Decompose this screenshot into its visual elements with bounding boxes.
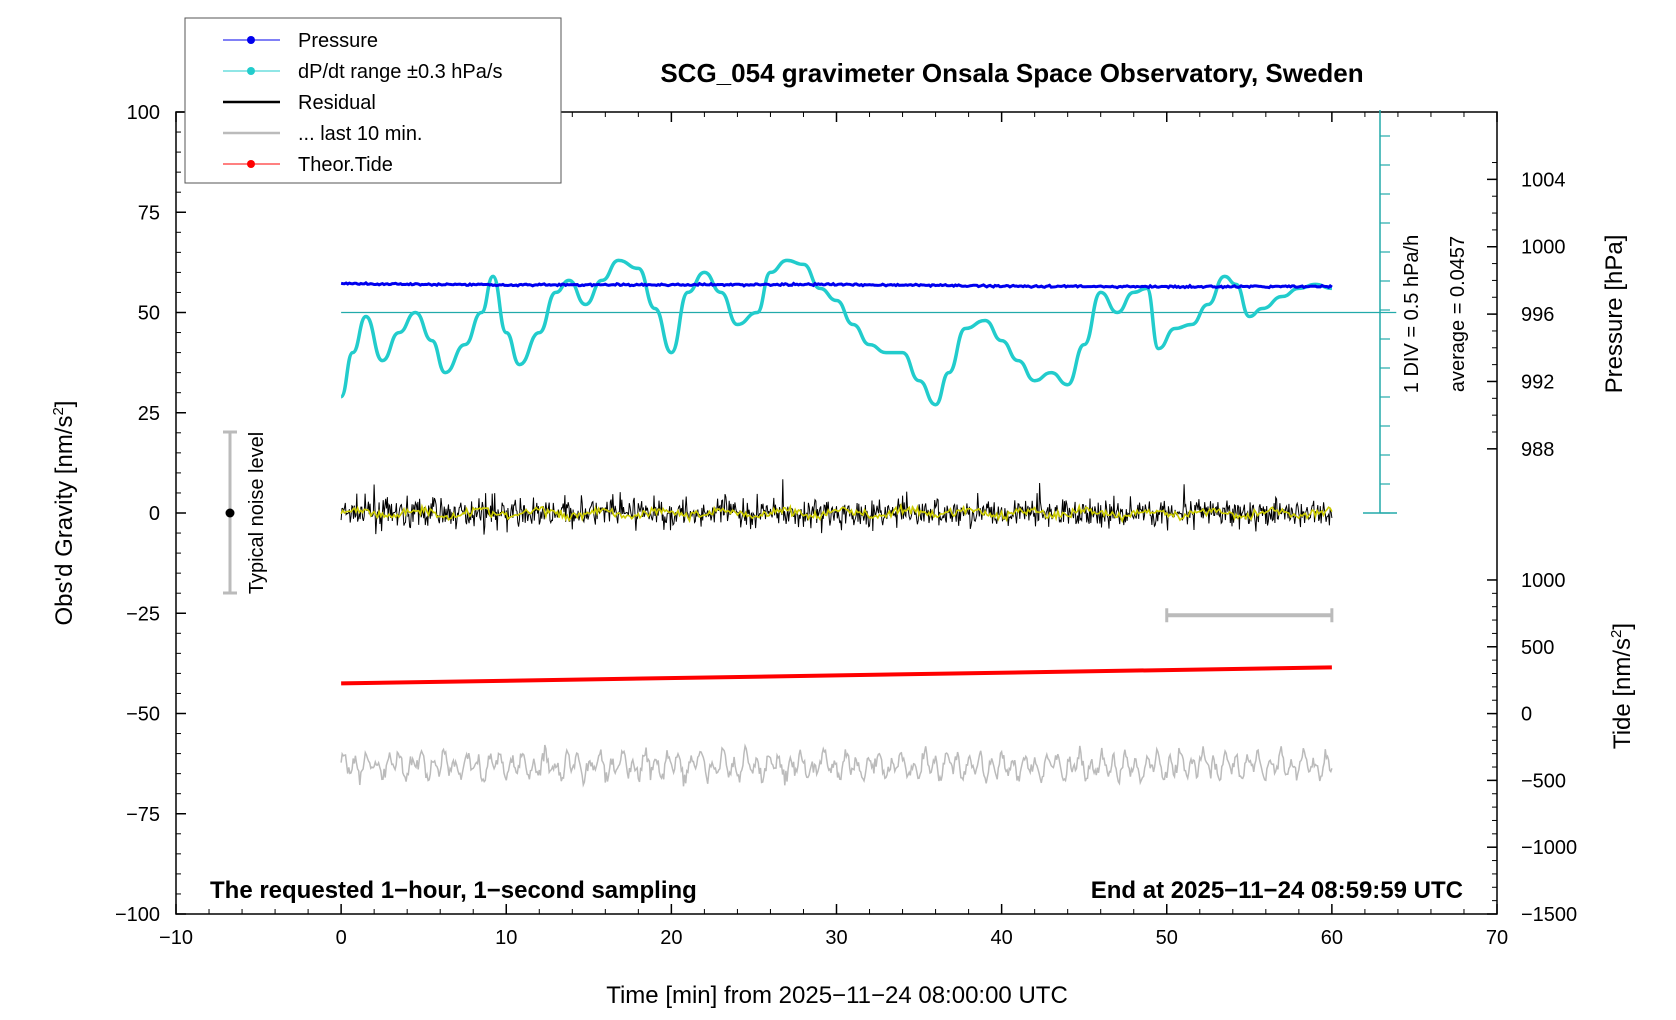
div-label: 1 DIV = 0.5 hPa/h bbox=[1401, 235, 1423, 393]
x-tick-label: 60 bbox=[1321, 927, 1343, 949]
x-tick-label: 0 bbox=[336, 927, 347, 949]
pressure-tick-label: 992 bbox=[1521, 371, 1554, 393]
pressure-tick-label: 1004 bbox=[1521, 169, 1566, 191]
x-tick-label: 70 bbox=[1486, 927, 1508, 949]
series-theor-tide bbox=[341, 665, 1332, 686]
dpdt-scale: 1 DIV = 0.5 hPa/h average = 0.0457 bbox=[1363, 110, 1469, 514]
x-tick-label: 40 bbox=[991, 927, 1013, 949]
series-residual bbox=[340, 479, 1333, 535]
last-10-min-bracket bbox=[1165, 608, 1334, 623]
legend-items: Pressure dP/dt range ±0.3 hPa/s Residual..… bbox=[223, 30, 502, 176]
pressure-tick-label: 996 bbox=[1521, 304, 1554, 326]
legend-marker bbox=[247, 36, 255, 44]
y-axis-label-gravity: Obs'd Gravity [nm/s2] bbox=[50, 401, 78, 626]
tide-tick-label: −1000 bbox=[1521, 837, 1577, 859]
x-tick-label: 20 bbox=[660, 927, 682, 949]
y-tick-label: 50 bbox=[138, 303, 160, 325]
legend-label: dP/dt range ±0.3 hPa/s bbox=[298, 61, 502, 83]
x-tick-label: −10 bbox=[159, 927, 193, 949]
note-sampling: The requested 1−hour, 1−second sampling bbox=[210, 877, 697, 904]
note-end-time: End at 2025−11−24 08:59:59 UTC bbox=[1091, 877, 1463, 904]
noise-label: Typical noise level bbox=[246, 432, 268, 594]
series-dpdt bbox=[339, 258, 1332, 407]
noise-center-dot bbox=[225, 508, 235, 518]
tide-tick-label: 500 bbox=[1521, 637, 1554, 659]
dpdt-scale-ticks bbox=[1380, 135, 1390, 514]
y-axis-label-tide: Tide [nm/s2] bbox=[1608, 623, 1636, 749]
plot-series bbox=[339, 258, 1397, 788]
y-tick-label: −100 bbox=[115, 904, 160, 926]
y-tick-label: −25 bbox=[126, 603, 160, 625]
y-axis-label-pressure: Pressure [hPa] bbox=[1601, 235, 1628, 394]
legend-label: ... last 10 min. bbox=[298, 123, 423, 145]
average-label: average = 0.0457 bbox=[1447, 236, 1469, 392]
legend-label: Residual bbox=[298, 92, 376, 114]
legend-label: Pressure bbox=[298, 30, 378, 52]
noise-indicator: Typical noise level bbox=[223, 430, 268, 595]
x-tick-label: 10 bbox=[495, 927, 517, 949]
legend: Pressure dP/dt range ±0.3 hPa/s Residual..… bbox=[184, 17, 562, 184]
y-tick-label: −50 bbox=[126, 704, 160, 726]
y-tick-label: 100 bbox=[127, 102, 160, 124]
series-pressure bbox=[340, 281, 1333, 290]
axis-ticks: −10 0 10 20 30 40 50 60 701007550250−25−50−75−10… bbox=[115, 102, 1577, 949]
x-tick-label: 50 bbox=[1156, 927, 1178, 949]
y-tick-label: 0 bbox=[149, 503, 160, 525]
tide-tick-label: −500 bbox=[1521, 770, 1566, 792]
legend-marker bbox=[247, 160, 255, 168]
y-tick-label: −75 bbox=[126, 804, 160, 826]
legend-box bbox=[184, 17, 562, 184]
x-tick-label: 30 bbox=[825, 927, 847, 949]
series-last-10-min bbox=[340, 743, 1333, 788]
tide-tick-label: −1500 bbox=[1521, 904, 1577, 926]
tide-tick-label: 0 bbox=[1521, 704, 1532, 726]
pressure-tick-label: 1000 bbox=[1521, 237, 1566, 259]
tide-tick-label: 1000 bbox=[1521, 570, 1566, 592]
chart-title: SCG_054 gravimeter Onsala Space Observat… bbox=[660, 58, 1363, 88]
legend-label: Theor.Tide bbox=[298, 154, 393, 176]
legend-marker bbox=[247, 67, 255, 75]
y-tick-label: 25 bbox=[138, 403, 160, 425]
pressure-tick-label: 988 bbox=[1521, 439, 1554, 461]
x-axis-label: Time [min] from 2025−11−24 08:00:00 UTC bbox=[606, 982, 1068, 1009]
y-tick-label: 75 bbox=[138, 202, 160, 224]
series-residual-smoothed bbox=[340, 502, 1333, 524]
